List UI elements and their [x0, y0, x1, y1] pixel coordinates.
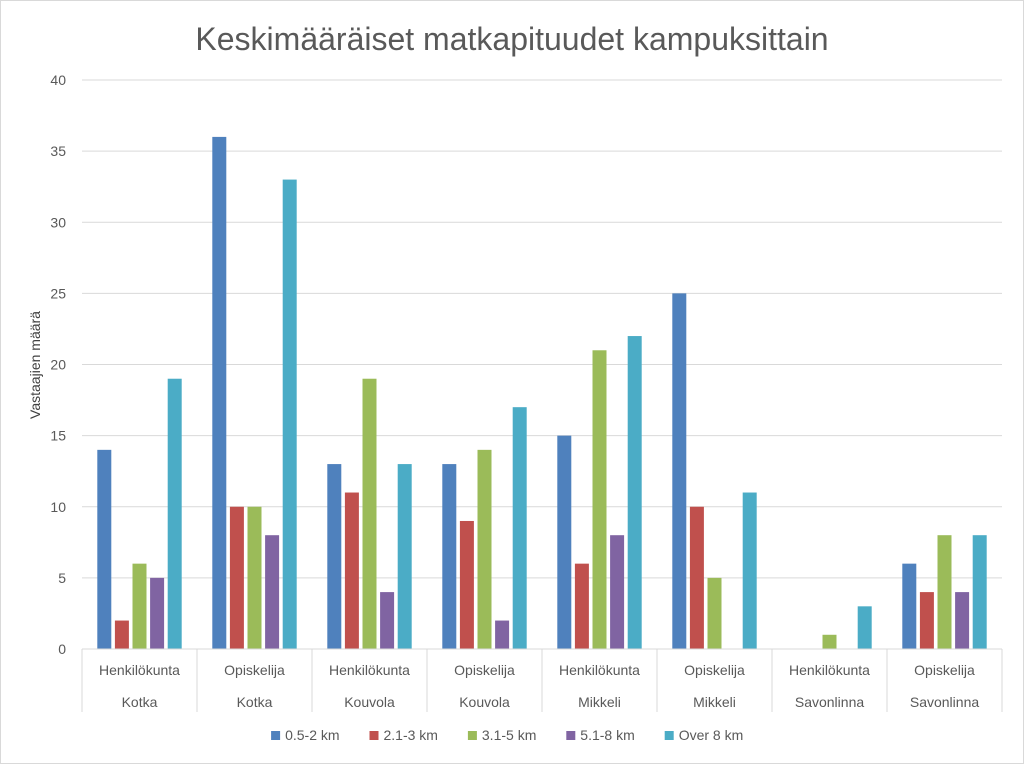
x-tick-label-group: Opiskelija — [914, 662, 975, 678]
bar — [574, 563, 589, 649]
bar — [380, 592, 395, 649]
x-tick-label-campus: Kouvola — [344, 694, 395, 710]
bars — [97, 136, 987, 649]
x-tick-label-campus: Savonlinna — [910, 694, 979, 710]
bar — [955, 592, 970, 649]
x-tick-label-group: Opiskelija — [684, 662, 745, 678]
x-tick-label-group: Henkilökunta — [559, 662, 640, 678]
bar — [459, 520, 474, 649]
y-tick-label: 35 — [50, 143, 66, 159]
x-tick-label-campus: Savonlinna — [795, 694, 864, 710]
bar — [212, 136, 227, 649]
bar — [689, 506, 704, 649]
axes: 0 5 10 15 20 25 30 35 40 Henkilökunta Kotka Opiskel… — [50, 72, 1003, 712]
bar — [592, 350, 607, 649]
bar — [495, 620, 510, 649]
bar — [477, 449, 492, 649]
bar — [610, 535, 625, 649]
bar — [344, 492, 359, 649]
bar — [167, 378, 182, 649]
y-axis-title: Vastaajien määrä — [27, 311, 43, 419]
y-tick-label: 40 — [50, 72, 66, 88]
legend: 0.5-2 km 2.1-3 km 3.1-5 km 5.1-8 km Over 8 k… — [271, 727, 743, 743]
x-tick-label-campus: Kouvola — [459, 694, 510, 710]
bar — [150, 577, 165, 649]
legend-swatch — [271, 731, 281, 740]
bar — [512, 407, 527, 649]
bar — [919, 592, 934, 649]
bar — [282, 179, 297, 649]
bar — [114, 620, 129, 649]
bar — [362, 378, 377, 649]
bar — [707, 577, 722, 649]
bar — [247, 506, 262, 649]
bar — [937, 535, 952, 649]
x-tick-label-group: Opiskelija — [454, 662, 515, 678]
bar — [229, 506, 244, 649]
legend-swatch — [467, 731, 477, 740]
bar — [97, 449, 112, 649]
bar — [442, 464, 457, 649]
y-tick-label: 25 — [50, 285, 66, 301]
y-tick-label: 15 — [50, 428, 66, 444]
legend-swatch — [566, 731, 576, 740]
bar — [902, 563, 917, 649]
chart-title: Keskimääräiset matkapituudet kampuksitta… — [195, 21, 828, 57]
x-tick-label-group: Henkilökunta — [789, 662, 870, 678]
bar — [672, 293, 687, 649]
bar — [857, 606, 872, 649]
legend-label: 5.1-8 km — [580, 727, 634, 743]
x-tick-label-campus: Mikkeli — [693, 694, 736, 710]
legend-label: Over 8 km — [679, 727, 744, 743]
bar — [742, 492, 757, 649]
y-tick-label: 30 — [50, 214, 66, 230]
legend-label: 3.1-5 km — [482, 727, 536, 743]
x-tick-label-group: Opiskelija — [224, 662, 285, 678]
bar — [972, 535, 987, 649]
y-tick-label: 10 — [50, 499, 66, 515]
bar — [397, 464, 412, 649]
y-tick-label: 5 — [58, 570, 66, 586]
x-tick-label-campus: Kotka — [237, 694, 273, 710]
legend-swatch — [664, 731, 674, 740]
bar — [822, 634, 837, 649]
bar — [557, 435, 572, 649]
x-tick-label-group: Henkilökunta — [99, 662, 180, 678]
x-tick-label-campus: Kotka — [122, 694, 158, 710]
x-tick-label-campus: Mikkeli — [578, 694, 621, 710]
x-tick-label-group: Henkilökunta — [329, 662, 410, 678]
legend-label: 0.5-2 km — [285, 727, 339, 743]
bar — [627, 336, 642, 649]
bar — [265, 535, 280, 649]
bar — [132, 563, 147, 649]
legend-label: 2.1-3 km — [384, 727, 438, 743]
bar — [327, 464, 342, 649]
legend-swatch — [369, 731, 379, 740]
y-tick-label: 0 — [58, 641, 66, 657]
y-tick-label: 20 — [50, 357, 66, 373]
